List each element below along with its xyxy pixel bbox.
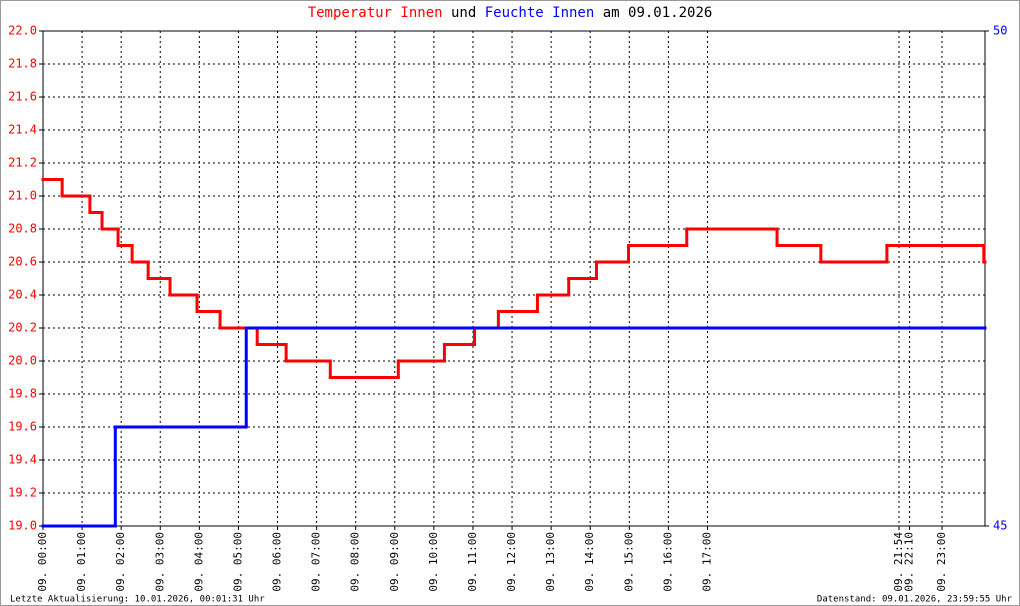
y-tick-label: 19.6 [8,420,37,434]
title-series-2: Feuchte Innen [485,5,595,21]
x-tick-label: 09. 17:00 [700,532,713,592]
x-tick-label: 09. 14:00 [583,532,596,592]
y-tick-label: 19.8 [8,387,37,401]
x-tick-label: 09. 16:00 [661,532,674,592]
y-tick-label: 20.6 [8,255,37,269]
x-tick-label: 09. 04:00 [192,532,205,592]
x-tick-label: 09. 23:00 [935,532,948,592]
y-tick-label: 21.2 [8,156,37,170]
y2-tick-label: 45 [993,519,1007,533]
y-tick-label: 21.8 [8,57,37,71]
title-suffix: am 09.01.2026 [603,5,713,21]
x-tick-label: 09. 01:00 [75,532,88,592]
footer-left: Letzte Aktualisierung: 10.01.2026, 00:01… [10,595,265,605]
x-tick-label: 09. 11:00 [466,532,479,592]
title-joiner: und [451,5,476,21]
x-tick-label: 09. 09:00 [388,532,401,592]
y-tick-label: 19.4 [8,453,37,467]
x-tick-label: 09. 02:00 [114,532,127,592]
x-tick-label: 09. 08:00 [349,532,362,592]
x-tick-label: 09. 03:00 [153,532,166,592]
y-tick-label: 20.8 [8,222,37,236]
y-tick-label: 22.0 [8,24,37,38]
y-tick-label: 20.0 [8,354,37,368]
footer-right: Datenstand: 09.01.2026, 23:59:55 Uhr [817,595,1013,605]
x-tick-label: 09. 22:10 [903,532,916,592]
x-tick-label: 09. 07:00 [310,532,323,592]
x-tick-label: 09. 13:00 [544,532,557,592]
x-tick-label: 09. 21:54 [892,532,905,592]
y-tick-label: 21.6 [8,90,37,104]
x-tick-label: 09. 00:00 [36,532,49,592]
chart-title: Temperatur Innen und Feuchte Innen am 09… [308,5,713,21]
y-tick-label: 20.2 [8,321,37,335]
title-series-1: Temperatur Innen [308,5,443,21]
x-tick-label: 09. 10:00 [427,532,440,592]
y-tick-label: 21.0 [8,189,37,203]
x-tick-label: 09. 05:00 [231,532,244,592]
y-tick-label: 20.4 [8,288,37,302]
x-tick-label: 09. 15:00 [622,532,635,592]
x-tick-label: 09. 12:00 [505,532,518,592]
y2-tick-label: 50 [993,24,1007,38]
y-tick-label: 21.4 [8,123,37,137]
y-tick-label: 19.0 [8,519,37,533]
x-tick-label: 09. 06:00 [271,532,284,592]
plot-area [42,30,986,527]
y-tick-label: 19.2 [8,486,37,500]
